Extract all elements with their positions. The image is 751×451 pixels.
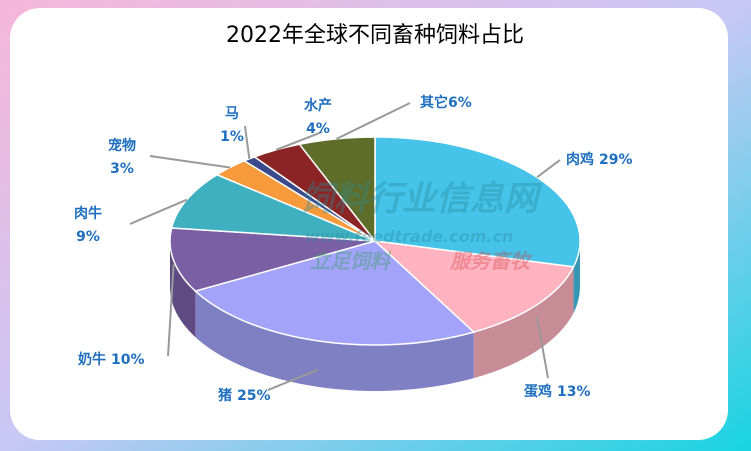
slice-value-label: 25% — [237, 388, 271, 404]
slice-value-label: 1% — [220, 129, 244, 145]
slice-value-label: 13% — [557, 384, 591, 400]
watermark-text: 立足饲料 — [310, 249, 392, 273]
slice — [372, 239, 575, 333]
pie — [169, 136, 581, 391]
leader-line — [167, 264, 175, 357]
slice-value-label: 6% — [448, 95, 472, 111]
slice-label-group: 其它6% — [420, 94, 472, 111]
watermark-text: www.feedtrade.com.cn — [305, 227, 513, 246]
slice-side — [573, 241, 580, 313]
slice-value-label: 10% — [111, 352, 145, 368]
slice — [193, 240, 476, 346]
leader-line — [267, 368, 319, 391]
slice-label: 水产 — [304, 97, 332, 114]
slice-value-label: 9% — [76, 229, 100, 245]
slice-label-group: 肉鸡 29% — [566, 151, 633, 168]
slice-label: 肉鸡 — [566, 151, 594, 168]
slice-side — [195, 291, 474, 391]
slice-value-label: 4% — [306, 121, 330, 137]
watermark: 饲料行业信息网 www.feedtrade.com.cn 立足饲料 服务畜牧 — [300, 179, 543, 273]
slice-label: 奶牛 — [78, 351, 106, 368]
labels: 肉鸡 29% 蛋鸡 13% 猪 25% 奶牛 10% 肉牛 9% 宠物 3% 马 1% 水产 4% 其它6% — [74, 94, 633, 404]
leader-line — [535, 316, 549, 379]
watermark-text: 服务畜牧 — [449, 249, 533, 273]
slice-label: 猪 — [217, 387, 232, 404]
slice-label-group: 蛋鸡 13% — [524, 383, 591, 400]
slice — [298, 136, 376, 244]
chart-title: 2022年全球不同畜种饲料占比 — [226, 23, 524, 48]
slice-label: 宠物 — [108, 137, 136, 154]
slice-label-group: 奶牛 10% — [78, 351, 145, 368]
slice-label: 肉牛 — [74, 205, 102, 222]
slice-value-label: 3% — [110, 161, 134, 177]
leader-line — [129, 198, 188, 225]
watermark-text: 饲料行业信息网 — [300, 179, 543, 219]
slice-label: 其它 — [420, 94, 448, 111]
leader-line — [149, 155, 231, 169]
slice-side — [473, 266, 574, 379]
leader-line — [336, 102, 411, 140]
slice — [169, 227, 376, 292]
slice-side — [170, 241, 196, 338]
slice — [170, 173, 376, 242]
leader-line — [244, 125, 251, 159]
slice-label: 马 — [225, 106, 239, 122]
slice-value-label: 29% — [599, 152, 633, 168]
leader-line — [536, 159, 561, 179]
leader-line — [275, 131, 323, 151]
slice-label: 蛋鸡 — [524, 383, 552, 400]
slice-label-group: 猪 25% — [217, 387, 271, 404]
